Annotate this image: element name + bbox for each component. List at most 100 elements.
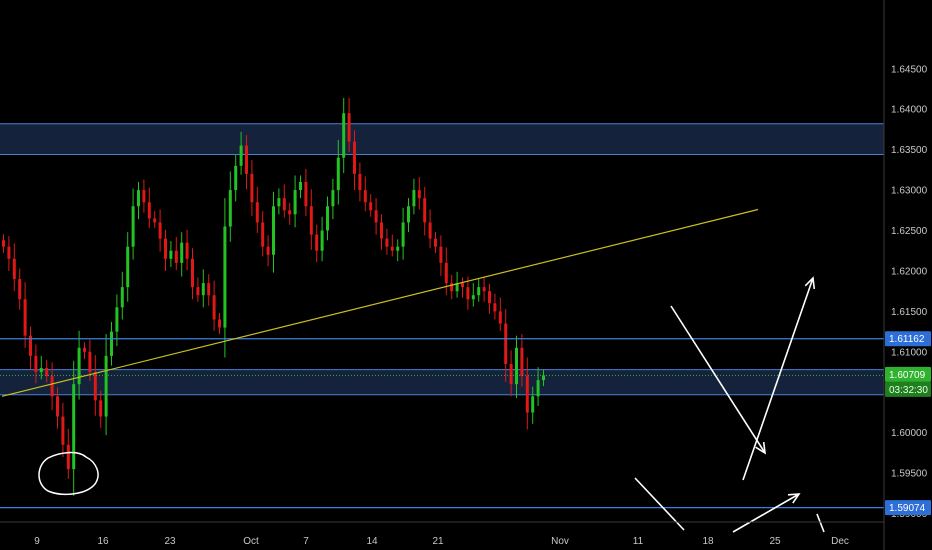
candle-body-46 (250, 173, 254, 203)
candle-body-38 (207, 283, 211, 296)
candle-body-56 (304, 181, 308, 207)
candle-body-67 (363, 190, 367, 203)
candle-body-22 (120, 287, 124, 308)
candle-body-41 (223, 226, 227, 328)
candle-body-54 (293, 190, 297, 215)
candle-body-51 (277, 198, 281, 207)
candle-body-86 (466, 287, 470, 300)
candle-body-62 (336, 157, 340, 191)
tag-current-price-text: 1.60709 (889, 370, 926, 381)
candle-body-50 (272, 206, 275, 255)
tag-level-0-bg (885, 331, 931, 347)
candle-body-73 (396, 246, 400, 251)
candle-body-10 (56, 396, 59, 417)
candle-body-87 (471, 295, 475, 300)
candle-body-19 (104, 355, 108, 417)
candle-body-9 (50, 376, 54, 397)
candle-body-76 (412, 190, 416, 207)
stroke-lower-right (816, 513, 825, 533)
candle-body-100 (542, 375, 545, 381)
candle-body-61 (331, 190, 335, 207)
annotations (38, 276, 825, 533)
x-tick-label: Dec (831, 536, 849, 547)
candle-body-43 (234, 165, 238, 191)
arrow-down-shaft (670, 305, 766, 454)
candle-body-90 (488, 291, 491, 304)
candle-body-32 (174, 250, 178, 263)
tag-level-0-text: 1.61162 (889, 334, 925, 345)
candle-body-55 (299, 181, 302, 191)
candle-body-29 (158, 222, 162, 239)
candle-body-75 (407, 206, 410, 223)
x-tick-label: 14 (366, 536, 378, 547)
candle-body-99 (536, 380, 540, 397)
y-tick-label: 1.61500 (891, 307, 928, 318)
price-tags: 1.61162 1.59074 1.60709 03:32:30 (885, 331, 931, 516)
candle-body-16 (88, 351, 92, 373)
zone-0 (0, 123, 884, 155)
arrow-down-head (755, 441, 766, 455)
candle-body-25 (137, 190, 140, 207)
trendline (1, 208, 759, 397)
candle-body-59 (320, 230, 324, 251)
arrow-up-lower-head (787, 493, 801, 504)
candle-body-78 (423, 198, 427, 223)
candle-body-63 (342, 113, 346, 158)
candle-body-3 (18, 279, 22, 300)
candle-body-91 (493, 303, 497, 312)
x-tick-label: 11 (633, 536, 644, 547)
time-axis[interactable]: 9 16 23 Oct 7 14 21 Nov 11 18 25 Dec (0, 521, 884, 547)
candle-body-7 (39, 368, 43, 373)
y-tick-label: 1.61000 (891, 347, 928, 358)
candle-body-37 (201, 283, 205, 296)
candle-body-2 (12, 258, 16, 280)
y-tick-label: 1.64000 (891, 105, 928, 116)
arrow-up-shaft (742, 277, 814, 481)
candle-body-57 (309, 206, 313, 235)
candle-body-65 (353, 141, 356, 174)
candle-body-96 (520, 347, 524, 377)
candle-body-85 (461, 283, 464, 288)
candle-body-47 (255, 202, 259, 223)
candle-body-6 (34, 355, 38, 373)
arrow-up-head (804, 276, 816, 290)
supply-demand-zones (0, 123, 884, 396)
candle-body-18 (99, 400, 103, 417)
horizontal-levels (0, 338, 884, 509)
candle-body-1 (7, 246, 11, 259)
candle-body-84 (455, 283, 459, 292)
trendline-group (1, 208, 759, 397)
candle-body-69 (374, 210, 378, 223)
candle-body-23 (126, 246, 130, 288)
candle-body-40 (218, 319, 221, 328)
candle-body-70 (380, 222, 383, 239)
candle-body-28 (153, 218, 157, 223)
candle-body-26 (142, 190, 146, 203)
candle-body-15 (83, 347, 86, 352)
x-tick-label: Nov (551, 536, 569, 547)
candle-body-58 (315, 234, 319, 251)
x-tick-label: 9 (34, 536, 40, 547)
candle-body-44 (239, 145, 243, 166)
candle-body-5 (29, 335, 32, 356)
tag-current-price-bg (885, 366, 931, 382)
tag-level-1-text: 1.59074 (889, 503, 926, 514)
candle-body-30 (164, 238, 167, 259)
zone-1 (0, 369, 884, 395)
candle-body-71 (385, 238, 389, 247)
candle-body-49 (266, 246, 270, 255)
candle-body-72 (390, 246, 394, 251)
candle-body-83 (450, 283, 454, 292)
candle-body-48 (261, 222, 265, 247)
x-tick-label: 7 (303, 536, 309, 547)
candle-body-36 (196, 287, 200, 296)
y-tick-label: 1.60000 (891, 428, 928, 439)
x-tick-label: 23 (164, 536, 176, 547)
circle-annotation (38, 451, 99, 496)
candle-body-82 (444, 262, 448, 284)
tag-countdown-text: 03:32:30 (889, 385, 928, 396)
candle-body-80 (434, 238, 437, 247)
candle-body-34 (185, 242, 189, 259)
